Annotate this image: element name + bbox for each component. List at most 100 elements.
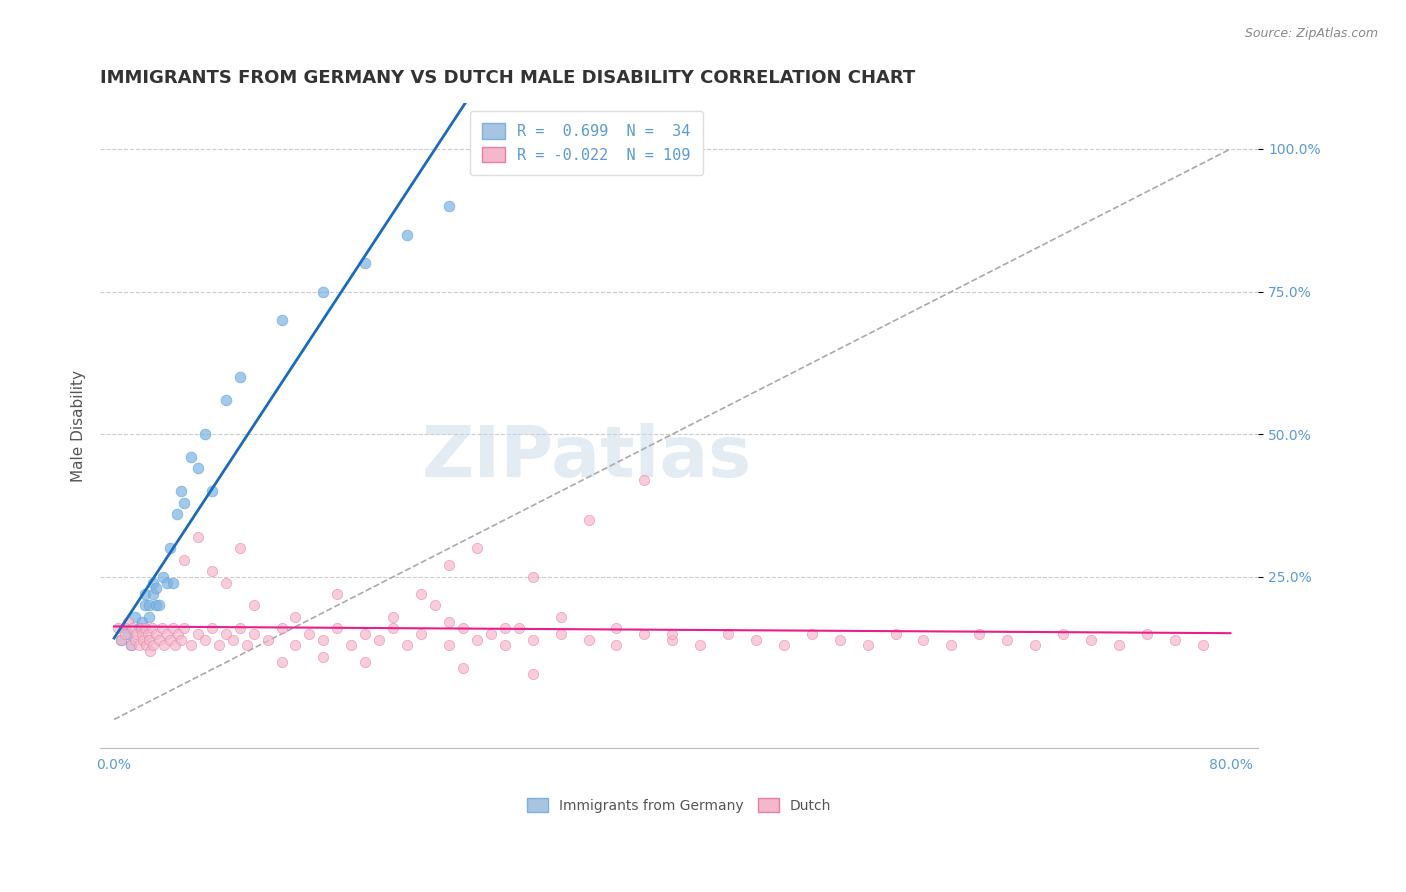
Point: [142, 638, 165, 652]
Point: [1163, 632, 1185, 647]
Point: [284, 609, 307, 624]
Point: [382, 621, 405, 635]
Point: [142, 575, 165, 590]
Point: [409, 587, 432, 601]
Point: [689, 638, 711, 652]
Point: [166, 507, 188, 521]
Point: [284, 638, 307, 652]
Point: [156, 627, 179, 641]
Text: IMMIGRANTS FROM GERMANY VS DUTCH MALE DISABILITY CORRELATION CHART: IMMIGRANTS FROM GERMANY VS DUTCH MALE DI…: [100, 69, 915, 87]
Point: [152, 570, 174, 584]
Point: [134, 587, 156, 601]
Point: [396, 638, 419, 652]
Point: [187, 627, 209, 641]
Point: [145, 599, 167, 613]
Point: [437, 199, 460, 213]
Point: [162, 575, 184, 590]
Point: [242, 599, 264, 613]
Point: [148, 632, 170, 647]
Point: [173, 496, 195, 510]
Point: [215, 575, 238, 590]
Point: [156, 575, 179, 590]
Point: [128, 638, 150, 652]
Point: [605, 621, 627, 635]
Point: [465, 632, 488, 647]
Point: [828, 632, 851, 647]
Point: [451, 661, 474, 675]
Point: [180, 638, 202, 652]
Point: [354, 627, 377, 641]
Point: [578, 513, 600, 527]
Point: [479, 627, 502, 641]
Point: [142, 587, 165, 601]
Point: [1108, 638, 1130, 652]
Point: [800, 627, 823, 641]
Point: [215, 627, 238, 641]
Point: [228, 541, 250, 556]
Point: [340, 638, 363, 652]
Point: [114, 621, 136, 635]
Point: [107, 621, 129, 635]
Point: [235, 638, 257, 652]
Point: [270, 656, 292, 670]
Point: [312, 649, 335, 664]
Point: [354, 656, 377, 670]
Point: [125, 627, 148, 641]
Point: [131, 615, 153, 630]
Point: [187, 530, 209, 544]
Point: [605, 638, 627, 652]
Point: [139, 644, 162, 658]
Point: [661, 627, 683, 641]
Point: [117, 627, 139, 641]
Point: [382, 609, 405, 624]
Point: [167, 627, 190, 641]
Point: [135, 638, 157, 652]
Point: [494, 621, 516, 635]
Point: [633, 473, 655, 487]
Point: [912, 632, 935, 647]
Point: [465, 541, 488, 556]
Point: [201, 621, 224, 635]
Point: [550, 609, 572, 624]
Point: [354, 256, 377, 270]
Point: [522, 632, 544, 647]
Point: [550, 627, 572, 641]
Point: [141, 621, 163, 635]
Legend: Immigrants from Germany, Dutch: Immigrants from Germany, Dutch: [522, 792, 837, 819]
Text: Source: ZipAtlas.com: Source: ZipAtlas.com: [1244, 27, 1378, 40]
Point: [138, 599, 160, 613]
Point: [298, 627, 321, 641]
Point: [201, 484, 224, 499]
Point: [451, 621, 474, 635]
Point: [138, 609, 160, 624]
Point: [121, 621, 143, 635]
Point: [173, 621, 195, 635]
Point: [409, 627, 432, 641]
Point: [145, 581, 167, 595]
Point: [522, 570, 544, 584]
Point: [494, 638, 516, 652]
Point: [170, 484, 193, 499]
Point: [1024, 638, 1046, 652]
Point: [170, 632, 193, 647]
Point: [941, 638, 963, 652]
Point: [114, 627, 136, 641]
Point: [120, 638, 142, 652]
Point: [165, 638, 187, 652]
Point: [423, 599, 446, 613]
Point: [117, 615, 139, 630]
Point: [1052, 627, 1074, 641]
Point: [773, 638, 796, 652]
Point: [995, 632, 1018, 647]
Point: [312, 285, 335, 299]
Point: [1080, 632, 1102, 647]
Point: [270, 313, 292, 327]
Point: [508, 621, 530, 635]
Point: [129, 621, 152, 635]
Point: [128, 621, 150, 635]
Point: [312, 632, 335, 647]
Point: [437, 615, 460, 630]
Point: [228, 621, 250, 635]
Point: [120, 638, 142, 652]
Point: [661, 632, 683, 647]
